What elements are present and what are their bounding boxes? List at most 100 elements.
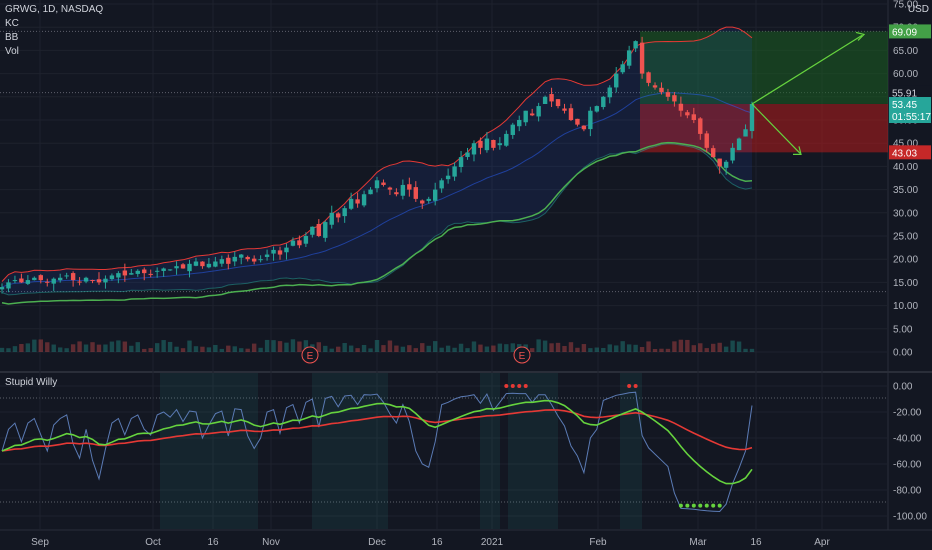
candle-body [32, 277, 37, 281]
willy-indicator-label[interactable]: Stupid Willy [5, 377, 58, 388]
volume-bar [549, 343, 554, 352]
volume-bar [226, 345, 231, 352]
last-price-label-bg [889, 85, 931, 100]
candle-body [258, 259, 263, 261]
volume-bar [678, 339, 684, 352]
volume-bar [562, 346, 567, 352]
volume-bar [491, 345, 496, 352]
volume-bar [555, 342, 561, 352]
candle-body [77, 281, 82, 283]
candle-body [200, 261, 205, 267]
overbought-dot [633, 384, 638, 388]
volume-bar [316, 342, 322, 352]
candle-body [465, 152, 470, 157]
candle-body [368, 189, 373, 195]
candle-body [90, 280, 95, 282]
time-tick-label: 2021 [481, 537, 504, 548]
currency-label[interactable]: USD [907, 4, 929, 15]
volume-bar [51, 344, 56, 352]
volume-bar [471, 341, 477, 352]
basis-line [1, 92, 753, 288]
symbol-title[interactable]: GRWG, 1D, NASDAQ [5, 4, 104, 15]
candle-body [711, 148, 716, 158]
candlesticks[interactable] [0, 36, 755, 294]
indicator-kc-label[interactable]: KC [5, 18, 19, 29]
candle-body [400, 184, 406, 196]
volume-bar [174, 346, 179, 352]
candle-body [478, 140, 483, 148]
volume-bar [426, 345, 431, 352]
volume-bar [264, 339, 270, 352]
candle-body [678, 103, 684, 111]
candle-body [329, 212, 334, 225]
candle-body [12, 280, 18, 282]
candle-body [394, 192, 399, 195]
time-tick-label: Nov [262, 537, 280, 548]
volume-bar [465, 348, 470, 352]
volume-bar [381, 345, 386, 352]
profit-zone [640, 31, 888, 104]
downside-arrow [751, 103, 801, 154]
candle-body [581, 125, 587, 130]
candle-body [698, 118, 703, 134]
volume-bar [749, 348, 755, 352]
volume-bar [232, 346, 237, 352]
candle-body [510, 124, 515, 135]
willy-band [480, 373, 500, 529]
candle-body [19, 278, 24, 283]
candle-body [310, 226, 315, 235]
willy-tick-label: -100.00 [893, 512, 927, 523]
projection-arrows[interactable] [751, 31, 866, 155]
candle-body [187, 263, 192, 272]
candle-body [484, 138, 490, 151]
candle-body [685, 112, 690, 116]
willy-background-bands [160, 373, 642, 529]
upside-arrowhead [855, 31, 866, 41]
willy-band [620, 373, 642, 529]
volume-bar [70, 344, 76, 352]
volume-bar [484, 346, 490, 352]
candle-body [626, 50, 632, 66]
candle-body [743, 129, 748, 137]
volume-bar [213, 344, 218, 352]
candle-body [206, 263, 212, 268]
time-tick-label: Mar [689, 537, 707, 548]
stupid-willy-pane [1, 384, 753, 513]
candle-body [122, 270, 128, 276]
volume-bar [581, 344, 587, 352]
volume-bar [129, 345, 134, 352]
candle-body [316, 223, 322, 236]
volume-bar [239, 348, 244, 352]
candle-body [135, 270, 140, 274]
candle-body [297, 240, 302, 246]
volume-bar [32, 339, 37, 352]
price-tick-label: 60.00 [893, 69, 918, 80]
candle-body [387, 187, 393, 190]
volume-bar [187, 340, 192, 352]
candle-body [57, 277, 63, 281]
indicator-bb-label[interactable]: BB [5, 32, 19, 43]
candle-body [749, 103, 755, 132]
candle-body [542, 96, 548, 104]
time-axis[interactable]: Sep Oct 16 Nov Dec 16 2021 Feb Mar 16 Apr [31, 537, 830, 548]
last-price-label: 55.91 [892, 89, 917, 100]
time-tick-label: Sep [31, 537, 49, 548]
indicator-vol-label[interactable]: Vol [5, 46, 19, 57]
stop-price-label-bg [889, 145, 931, 160]
candle-body [277, 250, 283, 255]
time-tick-label: 16 [431, 537, 443, 548]
volume-bar [400, 346, 406, 352]
stop-price-label: 43.03 [892, 148, 917, 159]
candle-body [348, 198, 354, 209]
volume-bar [219, 348, 225, 352]
volume-bar [445, 345, 451, 352]
candle-body [303, 236, 309, 244]
candle-body [193, 261, 199, 266]
volume-bar [161, 340, 166, 352]
candle-body [665, 92, 671, 97]
volume-bar [109, 341, 115, 352]
candle-body [614, 73, 619, 88]
volume-bar [685, 339, 690, 352]
